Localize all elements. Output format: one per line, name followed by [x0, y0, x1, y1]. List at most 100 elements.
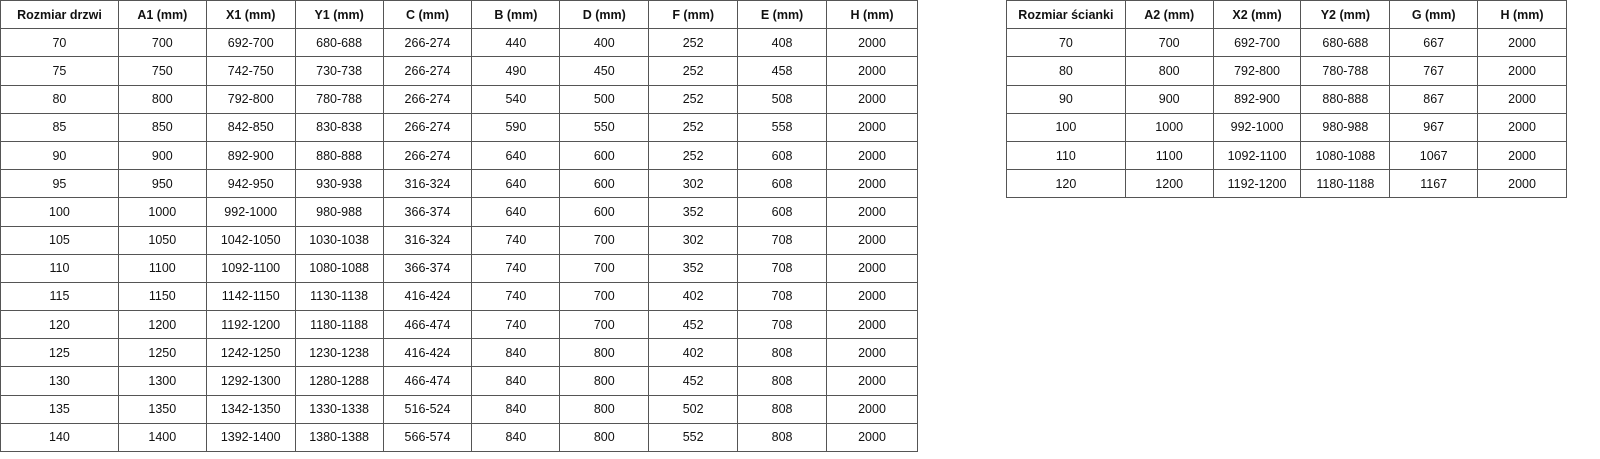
table-cell: 550 — [559, 112, 650, 142]
table-cell: 900 — [1124, 84, 1214, 114]
table-cell: 867 — [1389, 84, 1479, 114]
table-cell: 75 — [0, 56, 119, 86]
table-cell: 100 — [0, 197, 119, 227]
table-cell: 600 — [559, 140, 650, 171]
table-cell: 700 — [1124, 28, 1214, 58]
table-cell: 266-274 — [382, 112, 473, 142]
table-row: 130 1300 1292-1300 1280-1288 466-474 840 800 45… — [0, 366, 918, 396]
table-cell: 2000 — [826, 28, 918, 58]
table-cell: 1030-1038 — [294, 225, 384, 255]
table-cell: 942-950 — [205, 169, 296, 199]
table-cell: 680-688 — [294, 28, 384, 58]
table-cell: 502 — [648, 394, 739, 424]
table-cell: 2000 — [1477, 140, 1567, 171]
column-header: Y1 (mm) — [294, 0, 384, 30]
table-cell: 808 — [737, 366, 827, 396]
table-cell: 1067 — [1389, 140, 1479, 171]
table-cell: 640 — [471, 169, 561, 199]
table-cell: 135 — [0, 394, 119, 424]
table-row: 100 1000 992-1000 980-988 366-374 640 600 352 60… — [0, 197, 918, 227]
table-row: 140 1400 1392-1400 1380-1388 566-574 840 800 55… — [0, 422, 918, 453]
table-cell: 85 — [0, 112, 119, 142]
table-cell: 2000 — [826, 366, 918, 396]
column-header: Rozmiar drzwi — [0, 0, 119, 30]
table-cell: 808 — [737, 394, 827, 424]
column-header: H (mm) — [826, 0, 918, 30]
table-row: 85 850 842-850 830-838 266-274 590 550 252 558 20… — [0, 112, 918, 142]
table-cell: 740 — [471, 253, 561, 283]
table-cell: 1280-1288 — [294, 366, 384, 396]
table-cell: 700 — [559, 310, 650, 340]
column-header: C (mm) — [382, 0, 473, 30]
column-header: A2 (mm) — [1124, 0, 1214, 30]
table-cell: 708 — [737, 225, 827, 255]
table-row: 90 900 892-900 880-888 867 2000 — [1006, 84, 1567, 114]
table-cell: 692-700 — [205, 28, 296, 58]
table-cell: 115 — [0, 281, 119, 312]
table-cell: 992-1000 — [1212, 112, 1302, 142]
table-cell: 140 — [0, 422, 119, 453]
table-cell: 408 — [737, 28, 827, 58]
table-cell: 125 — [0, 338, 119, 368]
table-cell: 2000 — [826, 281, 918, 312]
table-cell: 667 — [1389, 28, 1479, 58]
table-cell: 1292-1300 — [205, 366, 296, 396]
table-cell: 2000 — [826, 84, 918, 114]
table-cell: 708 — [737, 310, 827, 340]
table-cell: 2000 — [826, 225, 918, 255]
header-row: Rozmiar ścianki A2 (mm) X2 (mm) Y2 (mm) G (m… — [1006, 0, 1567, 30]
table-cell: 808 — [737, 422, 827, 453]
table-cell: 440 — [471, 28, 561, 58]
table-cell: 266-274 — [382, 56, 473, 86]
table-cell: 792-800 — [205, 84, 296, 114]
table-cell: 80 — [0, 84, 119, 114]
table-row: 105 1050 1042-1050 1030-1038 316-324 740 700 30… — [0, 225, 918, 255]
table-cell: 110 — [0, 253, 119, 283]
table-cell: 700 — [559, 225, 650, 255]
table-cell: 590 — [471, 112, 561, 142]
table-row: 70 700 692-700 680-688 266-274 440 400 252 408 20… — [0, 28, 918, 58]
table-cell: 700 — [117, 28, 207, 58]
table-cell: 352 — [648, 253, 739, 283]
table-cell: 1042-1050 — [205, 225, 296, 255]
table-row: 100 1000 992-1000 980-988 967 2000 — [1006, 112, 1567, 142]
table-cell: 800 — [559, 394, 650, 424]
table-cell: 416-424 — [382, 338, 473, 368]
table-row: 80 800 792-800 780-788 266-274 540 500 252 508 20… — [0, 84, 918, 114]
table-cell: 266-274 — [382, 140, 473, 171]
table-cell: 1230-1238 — [294, 338, 384, 368]
column-header: B (mm) — [471, 0, 561, 30]
table-row: 120 1200 1192-1200 1180-1188 466-474 740 700 45… — [0, 310, 918, 340]
table-cell: 252 — [648, 112, 739, 142]
table-cell: 1080-1088 — [294, 253, 384, 283]
table-cell: 2000 — [826, 253, 918, 283]
table-cell: 1342-1350 — [205, 394, 296, 424]
table-cell: 1300 — [117, 366, 207, 396]
table-cell: 490 — [471, 56, 561, 86]
table-cell: 558 — [737, 112, 827, 142]
table-cell: 352 — [648, 197, 739, 227]
table-cell: 266-274 — [382, 84, 473, 114]
table-cell: 930-938 — [294, 169, 384, 199]
table-cell: 452 — [648, 366, 739, 396]
table-cell: 740 — [471, 281, 561, 312]
table-cell: 120 — [0, 310, 119, 340]
table-cell: 640 — [471, 140, 561, 171]
table-cell: 400 — [559, 28, 650, 58]
table-cell: 366-374 — [382, 253, 473, 283]
table-cell: 1000 — [1124, 112, 1214, 142]
table-cell: 540 — [471, 84, 561, 114]
table-cell: 252 — [648, 140, 739, 171]
column-header: D (mm) — [559, 0, 650, 30]
table-cell: 95 — [0, 169, 119, 199]
table-cell: 680-688 — [1300, 28, 1391, 58]
table-cell: 767 — [1389, 56, 1479, 86]
table-cell: 1350 — [117, 394, 207, 424]
table-cell: 1250 — [117, 338, 207, 368]
table-cell: 1200 — [1124, 169, 1214, 199]
table-cell: 780-788 — [1300, 56, 1391, 86]
table-cell: 2000 — [1477, 169, 1567, 199]
table-cell: 1000 — [117, 197, 207, 227]
table-cell: 105 — [0, 225, 119, 255]
table-cell: 2000 — [826, 338, 918, 368]
